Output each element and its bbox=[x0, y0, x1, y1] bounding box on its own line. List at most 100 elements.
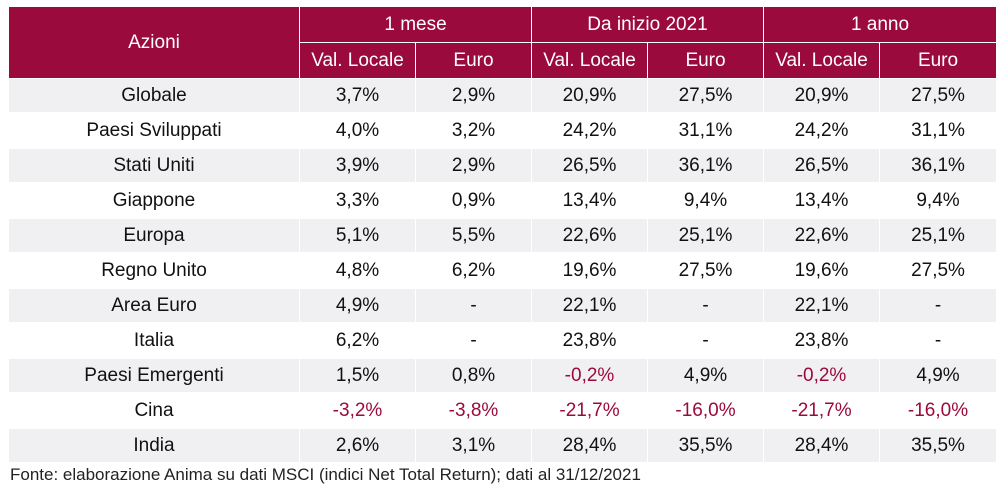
value-cell: 5,5% bbox=[415, 218, 532, 254]
value-cell: 31,1% bbox=[646, 113, 765, 149]
value-cell: 1,5% bbox=[299, 358, 416, 394]
subheader-euro: Euro bbox=[415, 42, 532, 79]
value-cell: 0,9% bbox=[415, 183, 532, 219]
row-label: Regno Unito bbox=[8, 253, 300, 289]
value-cell: 27,5% bbox=[646, 78, 765, 114]
value-cell: 22,1% bbox=[763, 288, 881, 324]
value-cell: - bbox=[646, 323, 765, 359]
row-label: Area Euro bbox=[8, 288, 300, 324]
value-cell: 26,5% bbox=[531, 148, 648, 184]
row-label: Italia bbox=[8, 323, 300, 359]
value-cell: 3,7% bbox=[299, 78, 416, 114]
table-body: Globale 3,7% 2,9% 20,9% 27,5% 20,9% 27,5% Paesi… bbox=[8, 78, 998, 464]
value-cell: 36,1% bbox=[879, 148, 998, 184]
table-row: Stati Uniti 3,9% 2,9% 26,5% 36,1% 26,5% 36,1% bbox=[8, 148, 998, 184]
value-cell: 6,2% bbox=[299, 323, 416, 359]
value-cell: - bbox=[415, 288, 532, 324]
value-cell: 2,9% bbox=[415, 148, 532, 184]
returns-table: Azioni 1 mese Da inizio 2021 1 anno Val.… bbox=[8, 6, 998, 464]
header-group-ytd: Da inizio 2021 bbox=[530, 6, 765, 43]
value-cell: 23,8% bbox=[531, 323, 648, 359]
value-cell: 0,8% bbox=[415, 358, 532, 394]
table-row: Regno Unito 4,8% 6,2% 19,6% 27,5% 19,6% 27,5% bbox=[8, 253, 998, 289]
value-cell: 27,5% bbox=[879, 253, 998, 289]
value-cell: 13,4% bbox=[531, 183, 648, 219]
value-cell: 19,6% bbox=[763, 253, 881, 289]
value-cell: 3,9% bbox=[299, 148, 416, 184]
value-cell: 22,6% bbox=[531, 218, 648, 254]
value-cell: 4,9% bbox=[299, 288, 416, 324]
value-cell: 35,5% bbox=[879, 428, 998, 464]
table-row: Paesi Sviluppati 4,0% 3,2% 24,2% 31,1% 24,2% 3… bbox=[8, 113, 998, 149]
table-row: Paesi Emergenti 1,5% 0,8% -0,2% 4,9% -0,2% 4,9… bbox=[8, 358, 998, 394]
value-cell: 2,9% bbox=[415, 78, 532, 114]
value-cell: 3,3% bbox=[299, 183, 416, 219]
table-row: India 2,6% 3,1% 28,4% 35,5% 28,4% 35,5% bbox=[8, 428, 998, 464]
value-cell: 2,6% bbox=[299, 428, 416, 464]
value-cell: -0,2% bbox=[531, 358, 648, 394]
table-row: Europa 5,1% 5,5% 22,6% 25,1% 22,6% 25,1% bbox=[8, 218, 998, 254]
row-label: Paesi Emergenti bbox=[8, 358, 300, 394]
value-cell: 4,9% bbox=[879, 358, 998, 394]
value-cell: -21,7% bbox=[531, 393, 648, 429]
value-cell: 3,2% bbox=[415, 113, 532, 149]
value-cell: 20,9% bbox=[763, 78, 881, 114]
subheader-val-locale: Val. Locale bbox=[299, 42, 416, 79]
row-label: Giappone bbox=[8, 183, 300, 219]
value-cell: -3,8% bbox=[415, 393, 532, 429]
value-cell: - bbox=[879, 323, 998, 359]
value-cell: -16,0% bbox=[879, 393, 998, 429]
header-group-1-mese: 1 mese bbox=[299, 6, 532, 43]
row-label: Globale bbox=[8, 78, 300, 114]
table-row: Cina -3,2% -3,8% -21,7% -16,0% -21,7% -16,0% bbox=[8, 393, 998, 429]
value-cell: -21,7% bbox=[763, 393, 881, 429]
table-row: Area Euro 4,9% -22,1% -22,1% - bbox=[8, 288, 998, 324]
subheader-euro: Euro bbox=[646, 42, 765, 79]
value-cell: 19,6% bbox=[531, 253, 648, 289]
row-label: Europa bbox=[8, 218, 300, 254]
value-cell: 24,2% bbox=[763, 113, 881, 149]
value-cell: - bbox=[646, 288, 765, 324]
header-group-1-anno: 1 anno bbox=[763, 6, 998, 43]
value-cell: 9,4% bbox=[879, 183, 998, 219]
value-cell: 4,9% bbox=[646, 358, 765, 394]
source-footnote: Fonte: elaborazione Anima su dati MSCI (… bbox=[10, 465, 641, 484]
value-cell: 27,5% bbox=[646, 253, 765, 289]
value-cell: 22,6% bbox=[763, 218, 881, 254]
value-cell: 36,1% bbox=[646, 148, 765, 184]
value-cell: 4,0% bbox=[299, 113, 416, 149]
value-cell: 25,1% bbox=[646, 218, 765, 254]
value-cell: -0,2% bbox=[763, 358, 881, 394]
value-cell: 6,2% bbox=[415, 253, 532, 289]
value-cell: -3,2% bbox=[299, 393, 416, 429]
value-cell: 20,9% bbox=[531, 78, 648, 114]
value-cell: 35,5% bbox=[646, 428, 765, 464]
table-row: Italia 6,2% -23,8% -23,8% - bbox=[8, 323, 998, 359]
table-row: Globale 3,7% 2,9% 20,9% 27,5% 20,9% 27,5% bbox=[8, 78, 998, 114]
header-azioni: Azioni bbox=[8, 6, 300, 79]
value-cell: - bbox=[879, 288, 998, 324]
table-row: Giappone 3,3% 0,9% 13,4% 9,4% 13,4% 9,4% bbox=[8, 183, 998, 219]
value-cell: 4,8% bbox=[299, 253, 416, 289]
subheader-euro: Euro bbox=[879, 42, 998, 79]
value-cell: 28,4% bbox=[763, 428, 881, 464]
value-cell: 25,1% bbox=[879, 218, 998, 254]
subheader-val-locale: Val. Locale bbox=[531, 42, 648, 79]
row-label: Paesi Sviluppati bbox=[8, 113, 300, 149]
value-cell: 28,4% bbox=[531, 428, 648, 464]
subheader-val-locale: Val. Locale bbox=[763, 42, 881, 79]
row-label: India bbox=[8, 428, 300, 464]
value-cell: - bbox=[415, 323, 532, 359]
value-cell: 26,5% bbox=[763, 148, 881, 184]
row-label: Stati Uniti bbox=[8, 148, 300, 184]
value-cell: 23,8% bbox=[763, 323, 881, 359]
value-cell: -16,0% bbox=[646, 393, 765, 429]
value-cell: 13,4% bbox=[763, 183, 881, 219]
value-cell: 31,1% bbox=[879, 113, 998, 149]
value-cell: 22,1% bbox=[531, 288, 648, 324]
row-label: Cina bbox=[8, 393, 300, 429]
value-cell: 9,4% bbox=[646, 183, 765, 219]
value-cell: 3,1% bbox=[415, 428, 532, 464]
value-cell: 5,1% bbox=[299, 218, 416, 254]
